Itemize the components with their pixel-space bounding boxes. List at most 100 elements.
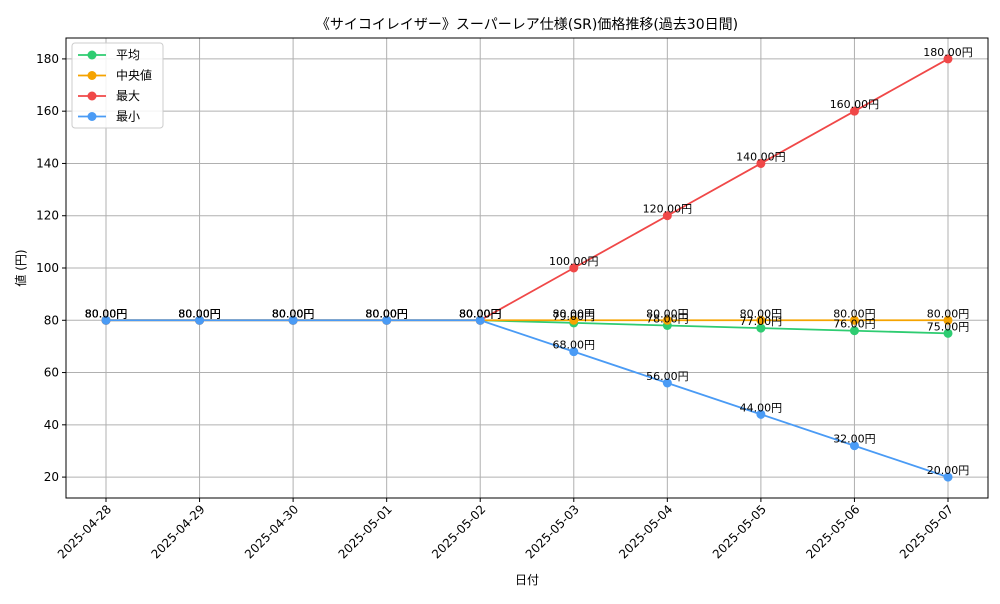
y-tick-label: 180 [36,52,59,66]
data-label: 80.00円 [272,307,315,320]
data-label-layer: 80.00円 80.00円 80.00円 80.00円 80.00円 79.00円 78.0… [85,46,973,477]
data-point [662,315,672,325]
data-label: 80.00円 [365,307,408,320]
data-point [943,315,953,325]
data-label: 80.00円 [740,307,783,320]
data-point [569,347,579,357]
data-label: 80.00円 [459,307,502,320]
data-point [195,315,205,325]
data-label: 77.00円 [740,315,783,328]
series-line [106,319,949,478]
data-point [569,315,579,325]
x-tick-label: 2025-04-30 [242,502,301,561]
x-tick-label: 2025-04-29 [148,502,207,561]
x-tick-label: 2025-05-04 [616,502,675,561]
x-tick-label: 2025-05-06 [803,502,862,561]
data-label: 80.00円 [85,307,128,320]
data-label: 80.00円 [85,307,128,320]
x-axis-label: 日付 [515,573,539,587]
data-point [756,158,766,168]
data-point [849,315,859,325]
data-point [382,315,392,325]
data-point [475,315,485,325]
series-line [106,58,949,322]
data-label: 80.00円 [553,307,596,320]
data-point [756,409,766,419]
data-label: 120.00円 [643,203,693,216]
data-label: 80.00円 [178,307,221,320]
y-tick-label: 100 [36,261,59,275]
legend-label: 平均 [116,48,140,62]
data-label: 180.00円 [923,46,973,59]
data-point [849,326,859,336]
data-label: 80.00円 [365,307,408,320]
data-label: 80.00円 [833,307,876,320]
data-point [101,315,111,325]
x-tick-label: 2025-05-05 [710,502,769,561]
data-label: 140.00円 [736,150,786,163]
x-tick-label: 2025-05-01 [336,502,395,561]
data-point [849,441,859,451]
data-label: 79.00円 [553,310,596,323]
data-point [288,315,298,325]
data-label: 80.00円 [272,307,315,320]
data-label: 80.00円 [178,307,221,320]
data-label: 100.00円 [549,255,599,268]
x-tick-label: 2025-05-02 [429,502,488,561]
data-label: 76.00円 [833,318,876,331]
x-tick-label: 2025-05-03 [523,502,582,561]
y-tick-label: 80 [44,313,59,327]
data-label: 80.00円 [646,307,689,320]
data-label: 80.00円 [365,307,408,320]
data-label: 80.00円 [927,307,970,320]
data-point [662,378,672,388]
data-label: 80.00円 [85,307,128,320]
data-label: 80.00円 [459,307,502,320]
x-tick-label: 2025-05-07 [897,502,956,561]
data-point [662,211,672,221]
data-label: 80.00円 [365,307,408,320]
y-tick-label: 120 [36,209,59,223]
data-point [943,328,953,338]
x-axis-ticks: 2025-04-28 2025-04-29 2025-04-30 2025-05-01… [55,498,956,561]
y-axis-ticks: 20 40 60 80 100 120 140 160 180 [36,52,66,484]
data-label: 160.00円 [830,98,880,111]
data-label: 75.00円 [927,320,970,333]
data-label: 80.00円 [272,307,315,320]
y-tick-label: 160 [36,104,59,118]
legend-label: 最小 [116,110,140,124]
legend-box [71,42,164,129]
data-label: 80.00円 [272,307,315,320]
data-point [756,323,766,333]
data-point [569,263,579,273]
data-label: 80.00円 [459,307,502,320]
y-axis-label: 値 (円) [13,249,28,286]
chart-title: 《サイコイレイザー》スーパーレア仕様(SR)価格推移(過去30日間) [316,17,738,33]
x-tick-label: 2025-04-28 [55,502,114,561]
data-point [943,472,953,482]
y-tick-label: 140 [36,156,59,170]
data-point [943,54,953,64]
data-label: 32.00円 [833,433,876,446]
data-label: 80.00円 [178,307,221,320]
data-label: 44.00円 [740,401,783,414]
data-label: 78.00円 [646,313,689,326]
legend-marker [87,50,97,60]
y-tick-label: 60 [44,366,59,380]
data-label: 80.00円 [459,307,502,320]
legend-marker [87,112,97,121]
data-label: 20.00円 [927,464,970,477]
data-label: 80.00円 [178,307,221,320]
legend-label: 中央値 [116,68,152,83]
y-tick-label: 40 [44,418,59,432]
legend-marker [87,71,97,80]
data-point [756,315,766,325]
data-label: 80.00円 [85,307,128,320]
y-tick-label: 20 [44,470,59,484]
data-label: 56.00円 [646,370,689,383]
series-line [106,319,949,335]
data-label: 68.00円 [553,339,596,352]
